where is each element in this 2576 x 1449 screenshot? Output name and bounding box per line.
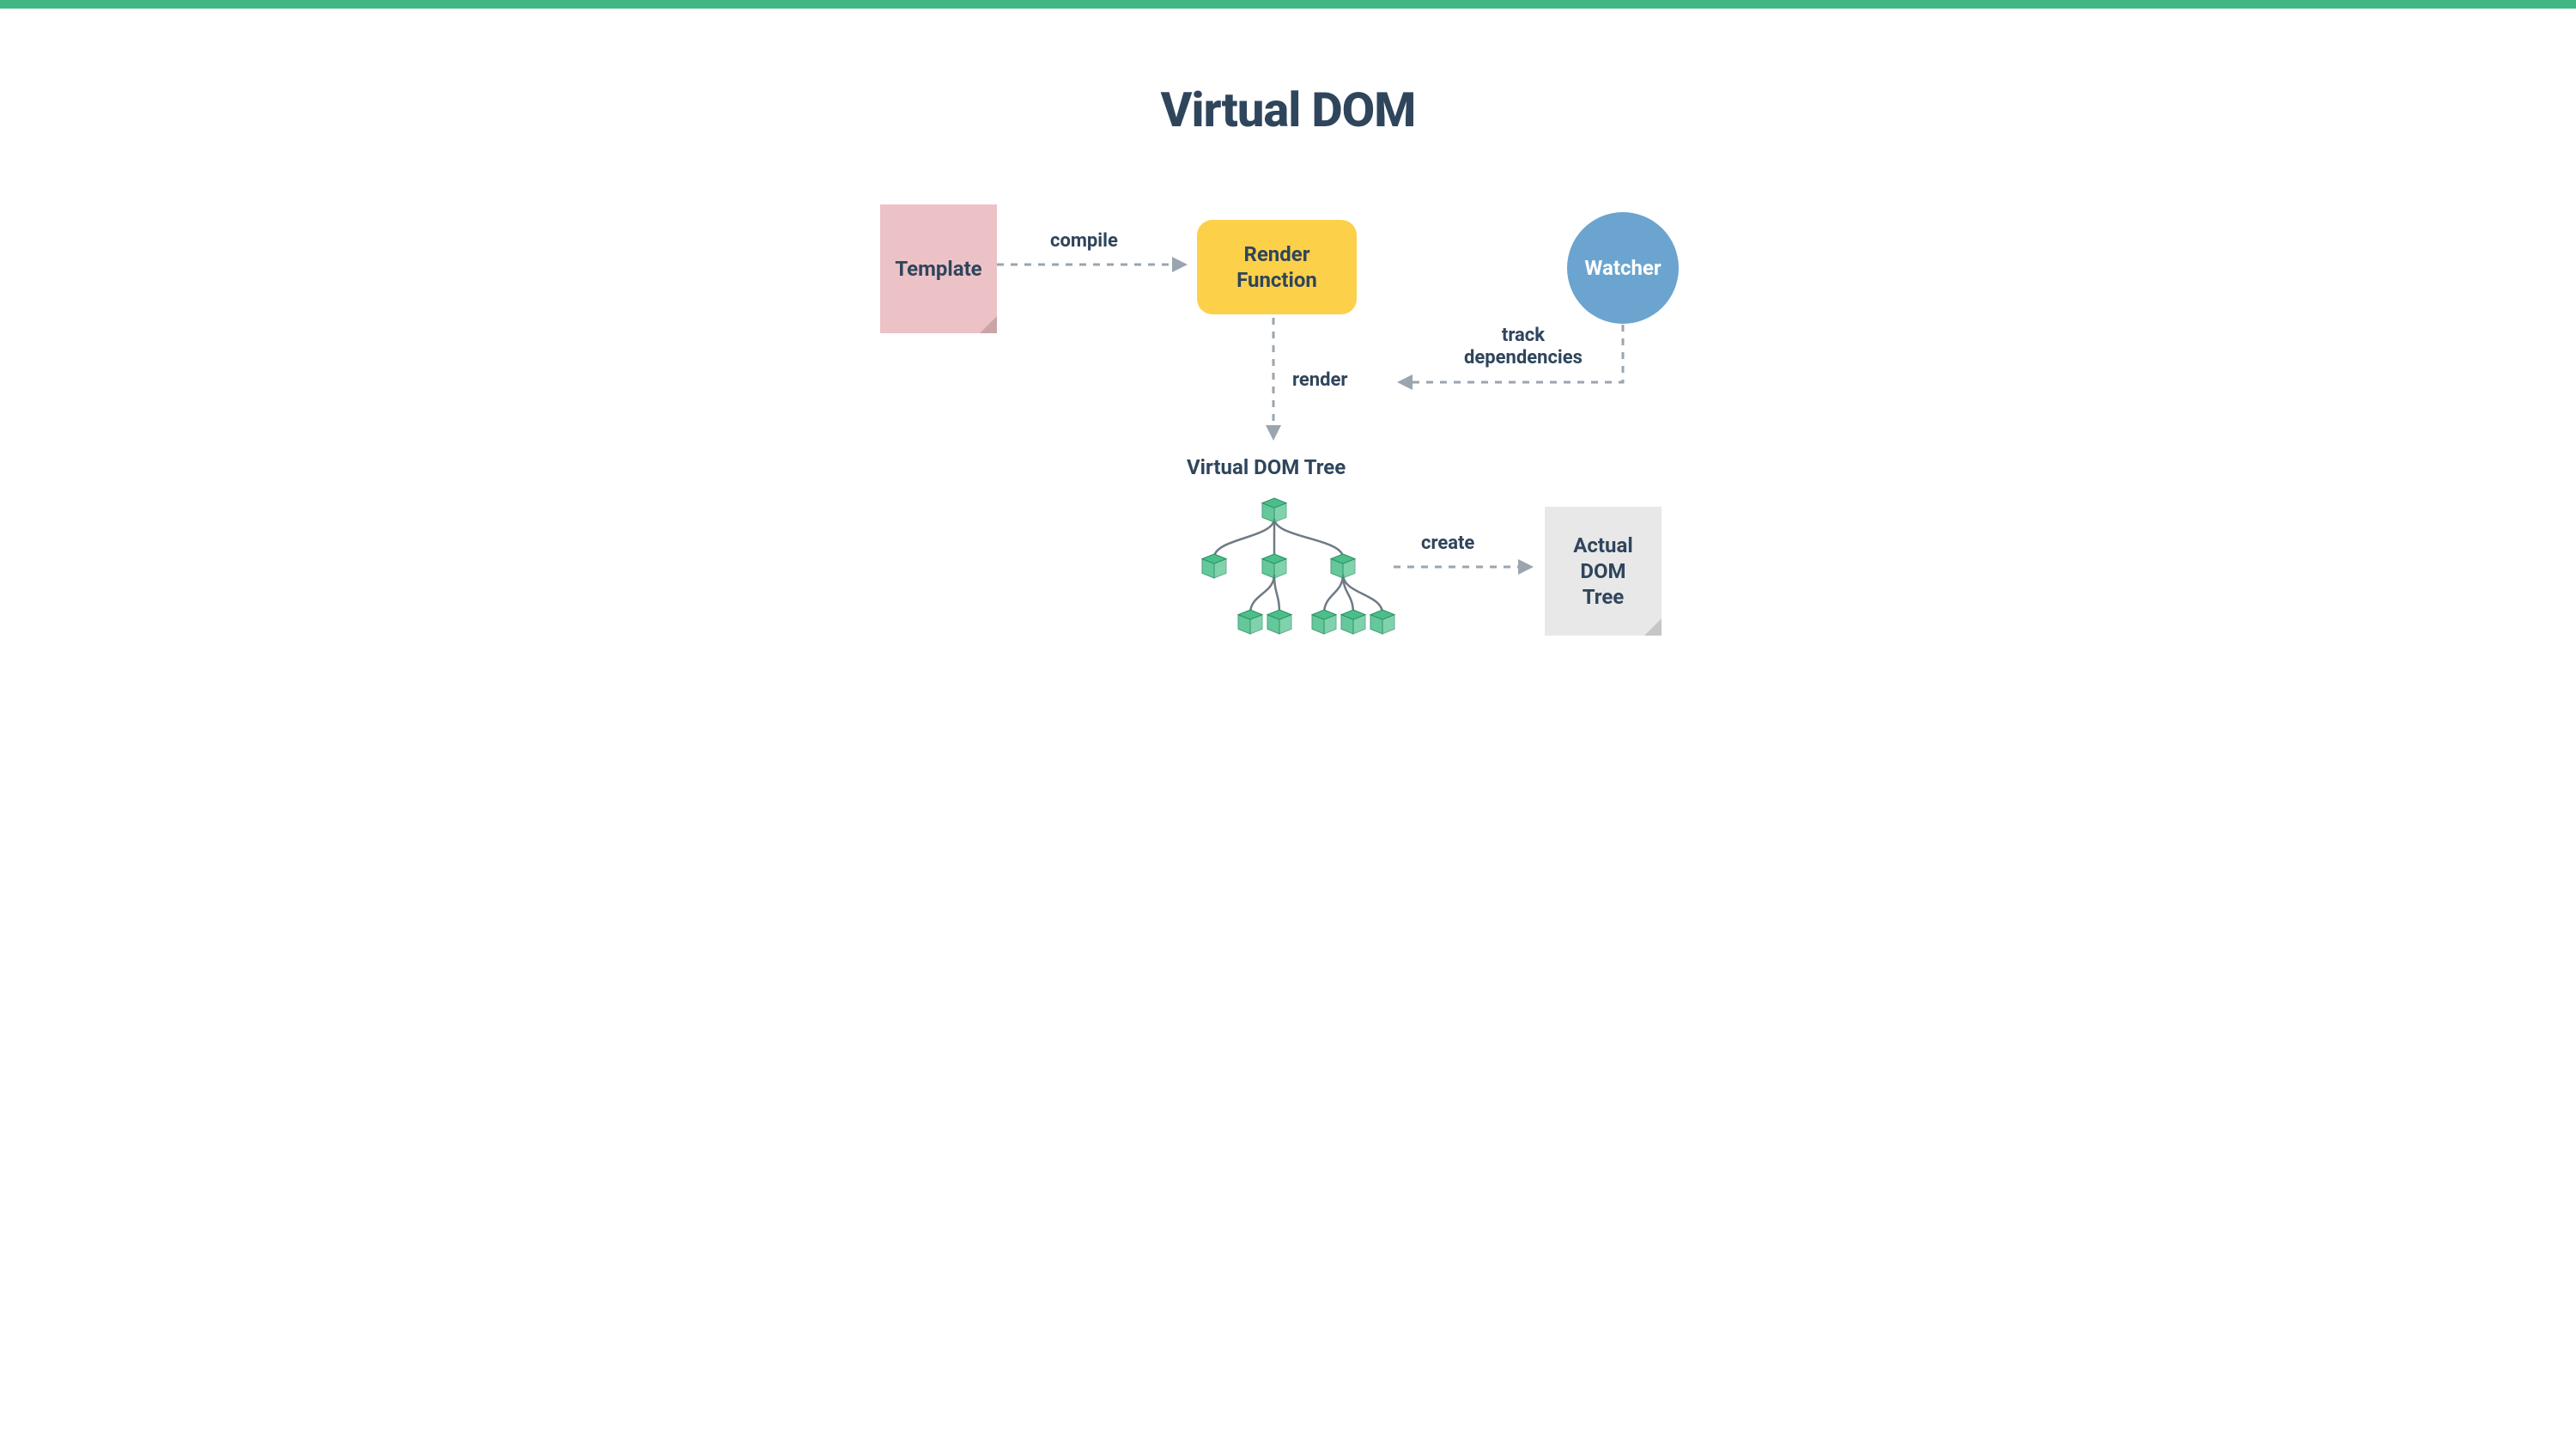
tree-branch <box>1343 575 1382 613</box>
tree-branch <box>1274 519 1343 557</box>
node-template-label: Template <box>895 256 981 282</box>
edge-label-create: create <box>1421 533 1474 555</box>
node-render-function: Render Function <box>1197 220 1357 314</box>
node-template: Template <box>880 204 997 333</box>
top-accent-bar <box>0 0 2576 9</box>
tree-node-cube <box>1262 554 1286 578</box>
node-watcher-label: Watcher <box>1584 255 1661 281</box>
tree-node-cube <box>1238 610 1262 634</box>
node-watcher: Watcher <box>1567 212 1679 324</box>
edge-label-track-dependencies: track dependencies <box>1464 325 1583 370</box>
node-actual-dom-tree: Actual DOM Tree <box>1545 507 1662 636</box>
tree-node-cube <box>1370 610 1394 634</box>
page-title: Virtual DOM <box>644 82 1932 138</box>
tree-branch <box>1343 575 1353 613</box>
tree-branch <box>1250 575 1274 613</box>
virtual-dom-tree-title: Virtual DOM Tree <box>1187 455 1346 479</box>
tree-node-cube <box>1312 610 1336 634</box>
tree-node-cube <box>1331 554 1355 578</box>
tree-branch <box>1274 575 1279 613</box>
tree-node-cube <box>1262 498 1286 522</box>
tree-node-cube <box>1202 554 1226 578</box>
tree-node-cube <box>1267 610 1291 634</box>
node-render-function-label: Render Function <box>1236 241 1317 293</box>
diagram-stage: Virtual DOM Template Render Function Wat… <box>644 9 1932 724</box>
node-actual-dom-tree-label: Actual DOM Tree <box>1573 533 1632 610</box>
edge-label-render: render <box>1292 369 1347 392</box>
edge-label-compile: compile <box>1050 230 1118 253</box>
tree-node-cube <box>1341 610 1365 634</box>
tree-branch <box>1214 519 1274 557</box>
tree-branch <box>1324 575 1343 613</box>
